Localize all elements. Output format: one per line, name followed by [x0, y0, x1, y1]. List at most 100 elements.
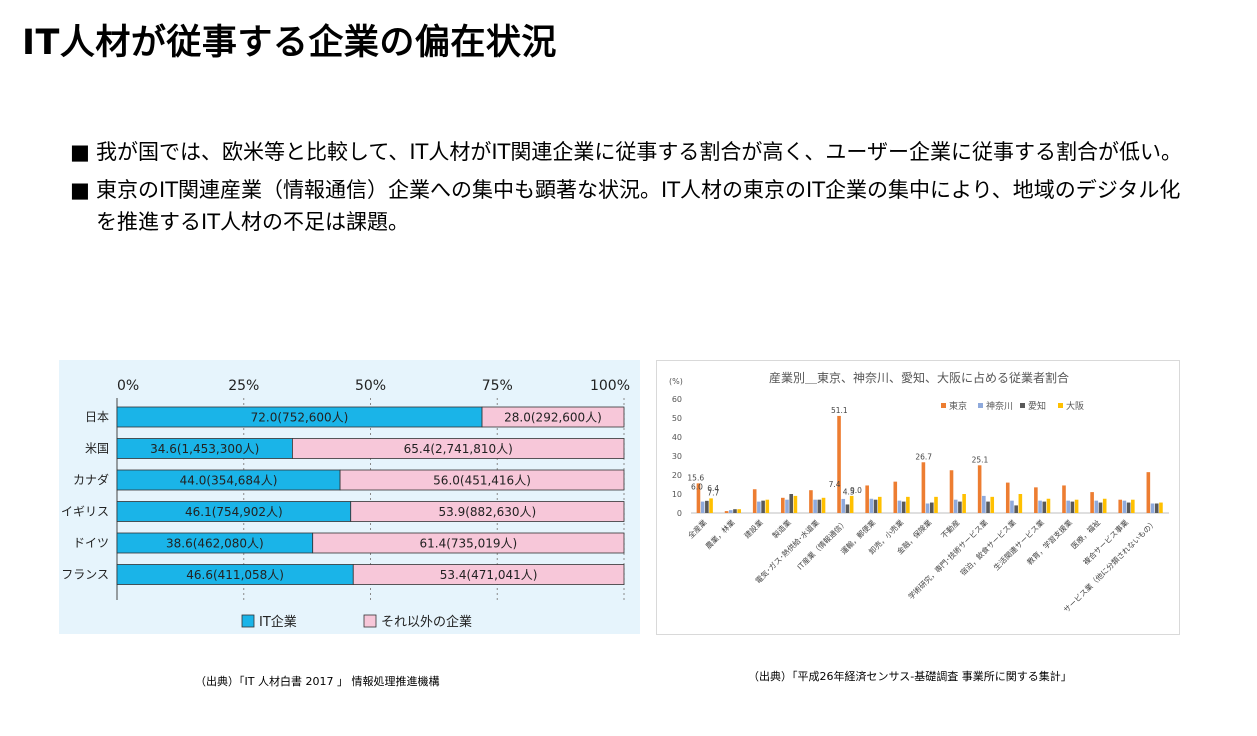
bar — [977, 465, 982, 513]
bar — [1146, 472, 1151, 513]
bar — [757, 501, 761, 513]
data-label: 38.6(462,080人) — [166, 537, 264, 551]
bar — [877, 496, 882, 513]
bar-segment — [292, 438, 625, 459]
data-label: 26.7 — [915, 452, 932, 461]
bar — [1014, 505, 1018, 513]
bar-segment — [350, 501, 625, 522]
bar — [925, 503, 930, 513]
page-title: IT人材が従事する企業の偏在状況 — [22, 23, 557, 63]
category-label: 不動産 — [939, 517, 962, 540]
x-tick-label: 100% — [590, 378, 630, 394]
bar — [1122, 500, 1127, 513]
bullet-text: 我が国では、欧米等と比較して、IT人材がIT関連企業に従事する割合が高く、ユーザ… — [96, 140, 1182, 164]
bar — [949, 470, 954, 513]
y-tick-label: 30 — [672, 452, 682, 461]
data-label: 46.1(754,902人) — [185, 505, 283, 519]
data-label: 51.1 — [831, 406, 848, 415]
country-it-share-chart: 0% 25% 50% 75% 100% 日本 72.0(752,600人) 28.0(292,… — [61, 378, 630, 630]
category-label: ドイツ — [73, 536, 109, 550]
data-label: 7.4 — [829, 480, 841, 489]
bar — [962, 494, 966, 513]
bar — [845, 504, 850, 513]
bar — [1005, 482, 1010, 513]
data-label: 6.0 — [691, 483, 703, 492]
bar-segment — [312, 532, 625, 554]
bar — [934, 496, 938, 513]
bullet-list: ■ 我が国では、欧米等と比較して、IT人材がIT関連企業に従事する割合が高く、ユ… — [70, 136, 1190, 244]
bar — [990, 496, 995, 513]
category-label: カナダ — [73, 472, 109, 487]
country-it-share-chart-panel: 0% 25% 50% 75% 100% 日本 72.0(752,600人) 28.0(292,… — [59, 360, 640, 634]
bar — [813, 499, 817, 513]
bar — [785, 499, 789, 513]
category-label: 日本 — [85, 410, 109, 424]
data-label: 9.0 — [850, 486, 862, 495]
legend-swatch — [1058, 403, 1063, 408]
legend-label: 愛知 — [1028, 400, 1046, 412]
bar — [781, 497, 785, 513]
x-tick-label: 0% — [117, 378, 139, 394]
bar — [817, 499, 822, 513]
y-tick-label: 10 — [672, 490, 682, 499]
source-right: （出典）「平成26年経済センサス-基礎調査 事業所に関する集計」 — [748, 670, 1072, 683]
y-tick-label: 60 — [672, 395, 682, 404]
bullet-marker: ■ — [70, 140, 90, 164]
data-label: 6.4 — [707, 484, 719, 493]
bullet-item: ■ 東京のIT関連産業（情報通信）企業への集中も顕著な状況。IT人材の東京のIT… — [70, 174, 1190, 238]
y-tick-label: 0 — [677, 509, 682, 518]
legend-swatch — [941, 403, 946, 408]
category-label: 全産業 — [685, 517, 708, 540]
legend-label: 神奈川 — [986, 400, 1013, 412]
bar — [873, 499, 878, 513]
bar — [1070, 501, 1075, 513]
data-label: 56.0(451,416人) — [433, 474, 531, 488]
bar — [765, 499, 770, 513]
bar — [953, 499, 958, 513]
bar — [1010, 500, 1014, 513]
bar — [705, 500, 709, 513]
data-label: 25.1 — [972, 455, 989, 464]
legend-label: 大阪 — [1066, 400, 1084, 412]
data-label: 46.6(411,058人) — [186, 568, 284, 582]
bar — [1046, 498, 1051, 513]
category-label: イギリス — [61, 505, 109, 519]
bar — [752, 489, 757, 513]
bar — [982, 495, 986, 513]
category-label: 農業，林業 — [703, 517, 737, 551]
legend-swatch — [241, 614, 255, 628]
y-tick-label: 50 — [672, 414, 682, 423]
data-label: 65.4(2,741,810人) — [404, 442, 513, 456]
bar — [1066, 500, 1070, 513]
bar — [1018, 494, 1023, 513]
bar — [1038, 500, 1042, 513]
chart-title: 産業別＿東京、神奈川、愛知、大阪に占める従業者割合 — [769, 370, 1069, 385]
bar — [728, 510, 733, 513]
category-label: 生活関連サービス業 — [991, 517, 1046, 572]
industry-share-chart-panel: 産業別＿東京、神奈川、愛知、大阪に占める従業者割合 (%) 0 10 20 30 40 50 6… — [656, 360, 1180, 635]
bar — [793, 495, 798, 513]
bar-segment — [352, 564, 625, 585]
data-label: 53.4(471,041人) — [440, 568, 538, 582]
legend-label: 東京 — [949, 400, 967, 412]
x-tick-label: 25% — [228, 378, 259, 394]
bar — [1074, 499, 1079, 513]
data-label: 44.0(354,684人) — [180, 474, 278, 488]
data-label: 4.5 — [843, 487, 855, 496]
bullet-text: 東京のIT関連産業（情報通信）企業への集中も顕著な状況。IT人材の東京のIT企業… — [96, 178, 1181, 234]
bar — [1159, 502, 1163, 513]
bar — [1131, 499, 1135, 513]
bar — [893, 481, 898, 513]
bar — [700, 501, 705, 513]
bar — [986, 501, 990, 513]
legend-swatch — [1020, 403, 1025, 408]
bullet-marker: ■ — [70, 178, 90, 202]
bar — [761, 500, 765, 513]
bar-segment — [481, 406, 625, 428]
data-label: 53.9(882,630人) — [439, 505, 537, 519]
bar — [1154, 503, 1159, 513]
bar — [1150, 503, 1155, 513]
bar — [869, 498, 874, 513]
bar — [1102, 498, 1107, 513]
bar — [1042, 501, 1047, 513]
